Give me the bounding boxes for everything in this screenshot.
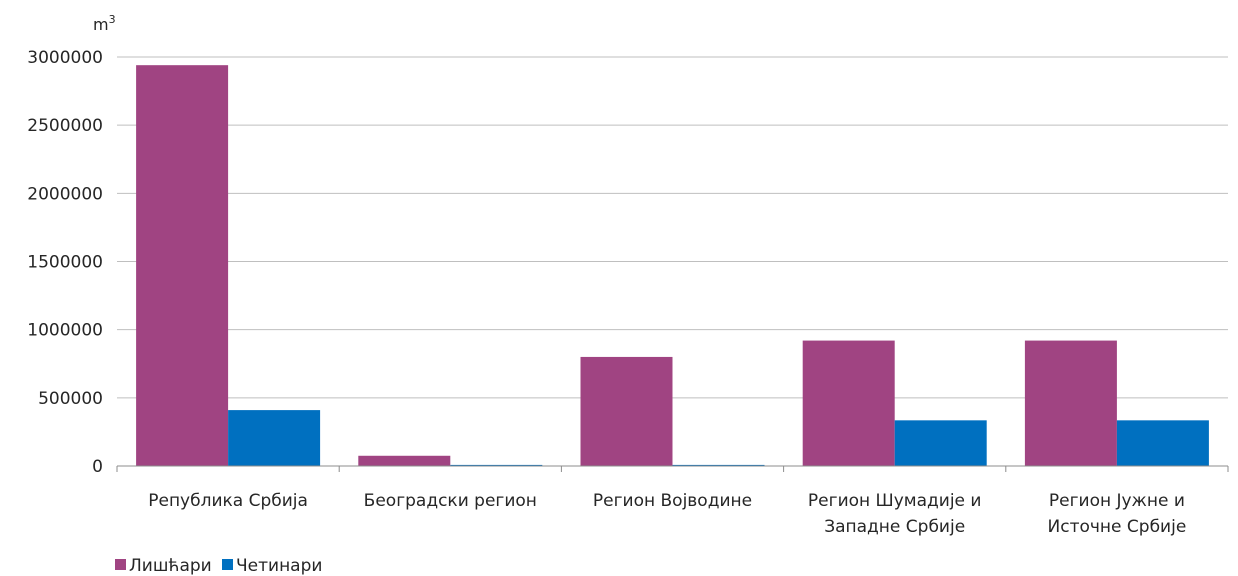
bar-chetinari — [450, 464, 543, 466]
legend: Лишћари Четинари — [115, 556, 322, 576]
y-tick-label: 2000000 — [27, 184, 103, 204]
x-axis-category-labels: Република Србија Београдски регион Регион … — [148, 491, 1186, 537]
legend-label: Лишћари — [129, 556, 212, 576]
bar-chetinari — [1116, 420, 1209, 466]
y-tick-label: 1000000 — [27, 321, 103, 341]
x-axis-ticks — [116, 466, 1229, 472]
legend-swatch — [222, 559, 233, 570]
category-label: Регион Војводине — [593, 491, 752, 511]
bar-lishcari — [136, 65, 229, 467]
y-axis-unit-label: m3 — [93, 13, 116, 34]
y-tick-label: 0 — [92, 457, 103, 477]
bar-chetinari — [228, 410, 321, 466]
legend-item: Четинари — [222, 556, 322, 576]
legend-swatch — [115, 559, 126, 570]
bar-lishcari — [1024, 340, 1117, 466]
y-tick-label: 500000 — [38, 389, 103, 409]
y-axis-ticks: 0 500000 1000000 1500000 2000000 2500000 30000… — [27, 48, 103, 477]
bar-lishcari — [802, 340, 895, 466]
y-tick-label: 1500000 — [27, 253, 103, 273]
bar-chetinari — [672, 464, 765, 466]
bar-lishcari — [580, 356, 673, 466]
category-label: Регион Шумадије и Западне Србије — [808, 491, 982, 537]
bar-lishcari — [358, 455, 451, 466]
category-label: Регион Јужне и Источне Србије — [1048, 491, 1187, 537]
bar-chetinari — [894, 420, 987, 466]
category-label: Република Србија — [148, 491, 308, 511]
y-tick-label: 3000000 — [27, 48, 103, 68]
legend-label: Четинари — [236, 556, 322, 576]
y-tick-label: 2500000 — [27, 116, 103, 136]
category-label: Београдски регион — [364, 491, 537, 511]
legend-item: Лишћари — [115, 556, 212, 576]
bars — [136, 65, 1209, 467]
